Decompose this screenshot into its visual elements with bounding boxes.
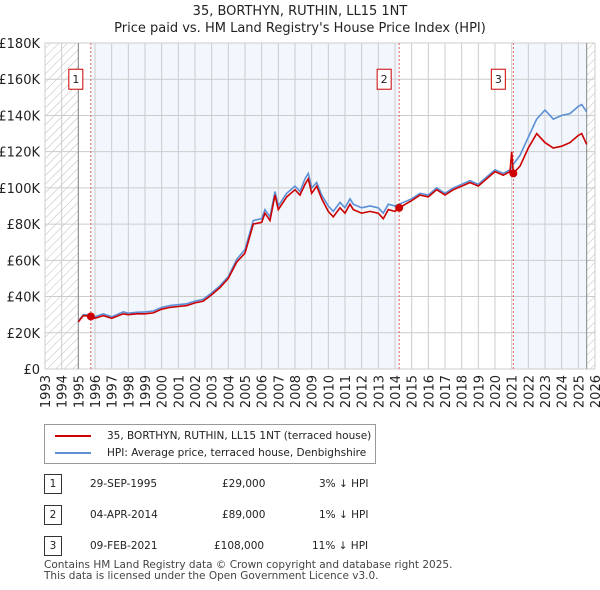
- sale-point: [86, 312, 95, 321]
- transaction-date: 29-SEP-1995: [90, 478, 158, 490]
- x-tick-label: 2012: [356, 375, 371, 408]
- y-tick-label: £20K: [7, 327, 41, 342]
- x-tick-label: 2009: [306, 375, 321, 408]
- x-tick-label: 2007: [272, 375, 287, 408]
- y-tick-label: £160K: [0, 73, 40, 88]
- hpi-line: [77, 103, 588, 322]
- transaction-delta: 3% ↓ HPI: [319, 478, 369, 490]
- x-tick-label: 2023: [539, 375, 554, 408]
- blue-line-swatch: [55, 452, 91, 454]
- x-tick-label: 2016: [422, 375, 437, 408]
- x-tick-label: 1997: [106, 375, 121, 408]
- sale-label-box: [68, 68, 84, 90]
- x-tick-label: 2000: [156, 375, 171, 408]
- no-data-hatch: [586, 43, 595, 369]
- x-tick-label: 2015: [406, 375, 421, 408]
- x-tick-label: 2017: [439, 375, 454, 408]
- x-tick-label: 2011: [339, 375, 354, 408]
- footer: Contains HM Land Registry data © Crown c…: [44, 560, 452, 582]
- footer-license: This data is licensed under the Open Gov…: [44, 570, 379, 582]
- y-tick-label: £0: [23, 363, 40, 378]
- sale-point: [395, 203, 404, 212]
- transaction-date: 09-FEB-2021: [90, 540, 158, 552]
- transaction-delta: 11% ↓ HPI: [312, 540, 369, 552]
- x-tick-label: 2018: [456, 375, 471, 408]
- legend-label: 35, BORTHYN, RUTHIN, LL15 1NT (terraced …: [107, 430, 372, 442]
- sale-label: 2: [381, 73, 388, 86]
- x-tick-label: 2020: [489, 375, 504, 408]
- transaction-number: 1: [44, 474, 62, 494]
- sale-label: 3: [495, 73, 502, 86]
- y-tick-label: £120K: [0, 146, 40, 161]
- red-line-swatch: [55, 435, 91, 437]
- legend-item-property: 35, BORTHYN, RUTHIN, LL15 1NT (terraced …: [55, 429, 371, 443]
- x-tick-label: 1994: [56, 375, 71, 408]
- x-tick-label: 1993: [39, 375, 54, 408]
- transaction-number: 2: [44, 505, 62, 525]
- sale-label-box: [376, 68, 392, 90]
- transaction-delta: 1% ↓ HPI: [319, 509, 369, 521]
- property-price-line: [77, 132, 588, 323]
- legend-item-hpi: HPI: Average price, terraced house, Denb…: [55, 446, 366, 460]
- y-tick-label: £60K: [7, 254, 41, 269]
- footer-copyright: Contains HM Land Registry data © Crown c…: [44, 559, 453, 571]
- x-tick-label: 2004: [222, 375, 237, 408]
- x-tick-label: 2024: [556, 375, 571, 408]
- x-tick-label: 2021: [506, 375, 521, 408]
- y-tick-label: £80K: [7, 218, 41, 233]
- x-tick-label: 2014: [389, 375, 404, 408]
- x-tick-label: 2001: [172, 375, 187, 408]
- x-tick-label: 2025: [572, 375, 587, 408]
- legend: 35, BORTHYN, RUTHIN, LL15 1NT (terraced …: [44, 424, 376, 464]
- x-tick-label: 1998: [122, 375, 137, 408]
- sale-point: [509, 169, 518, 178]
- x-tick-label: 2010: [322, 375, 337, 408]
- y-tick-label: £140K: [0, 109, 40, 124]
- x-tick-label: 1996: [89, 375, 104, 408]
- x-tick-label: 2003: [206, 375, 221, 408]
- transaction-date: 04-APR-2014: [90, 509, 158, 521]
- ownership-band: [513, 43, 587, 369]
- transaction-price: £29,000: [222, 478, 266, 490]
- x-tick-label: 2006: [256, 375, 271, 408]
- transaction-price: £108,000: [214, 540, 265, 552]
- transaction-price: £89,000: [222, 509, 266, 521]
- sale-label: 1: [72, 73, 79, 86]
- y-tick-label: £40K: [7, 291, 41, 306]
- transaction-number: 3: [44, 536, 62, 556]
- y-tick-label: £180K: [0, 37, 40, 52]
- y-tick-label: £100K: [0, 182, 40, 197]
- legend-label: HPI: Average price, terraced house, Denb…: [107, 447, 367, 459]
- sale-label-box: [490, 68, 506, 90]
- x-tick-label: 1999: [139, 375, 154, 408]
- chart-subtitle: Price paid vs. HM Land Registry's House …: [114, 21, 486, 36]
- table-row: 2 04-APR-2014 £89,000 1% ↓ HPI: [44, 505, 464, 525]
- table-row: 1 29-SEP-1995 £29,000 3% ↓ HPI: [44, 474, 464, 494]
- x-tick-label: 1995: [72, 375, 87, 408]
- x-tick-label: 2013: [372, 375, 387, 408]
- x-tick-label: 2026: [589, 375, 600, 408]
- x-tick-label: 2022: [522, 375, 537, 408]
- x-tick-label: 2005: [239, 375, 254, 408]
- x-tick-label: 2008: [289, 375, 304, 408]
- x-tick-label: 2019: [472, 375, 487, 408]
- x-tick-label: 2002: [189, 375, 204, 408]
- price-chart: 1 2 3 £0 £20K £40K £60K £80K £100K £120K £140K £160…: [0, 37, 600, 408]
- table-row: 3 09-FEB-2021 £108,000 11% ↓ HPI: [44, 536, 464, 556]
- chart-title: 35, BORTHYN, RUTHIN, LL15 1NT: [192, 4, 408, 19]
